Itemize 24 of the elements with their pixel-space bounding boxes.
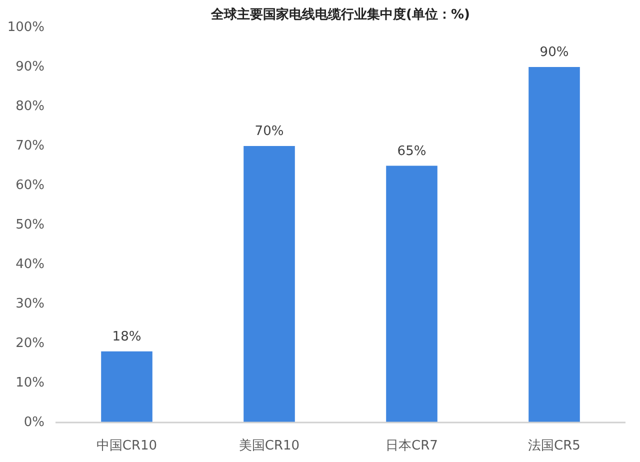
- y-tick-label: 40%: [16, 257, 45, 272]
- bar: [528, 67, 580, 422]
- y-tick-label: 0%: [24, 415, 44, 430]
- x-tick-label: 日本CR7: [386, 438, 438, 454]
- data-label: 18%: [112, 329, 142, 344]
- y-tick-label: 50%: [16, 218, 45, 232]
- data-label: 65%: [397, 144, 426, 159]
- x-tick-label: 法国CR5: [528, 438, 580, 454]
- y-tick-label: 20%: [16, 336, 45, 351]
- data-label: 70%: [254, 124, 284, 139]
- bar: [101, 351, 152, 422]
- y-tick-label: 30%: [16, 296, 45, 312]
- y-tick-label: 80%: [16, 99, 45, 114]
- x-tick-label: 美国CR10: [238, 438, 300, 454]
- y-tick-label: 70%: [16, 138, 45, 154]
- y-tick-label: 90%: [16, 60, 45, 74]
- y-tick-label: 10%: [16, 376, 45, 390]
- data-label: 90%: [540, 45, 569, 60]
- y-tick-label: 60%: [16, 178, 45, 193]
- y-tick-label: 100%: [7, 20, 45, 35]
- bar: [244, 146, 295, 422]
- bar: [386, 166, 438, 422]
- chart-title: 全球主要国家电线电缆行业集中度(单位：%): [210, 6, 470, 22]
- x-tick-label: 中国CR10: [96, 438, 158, 454]
